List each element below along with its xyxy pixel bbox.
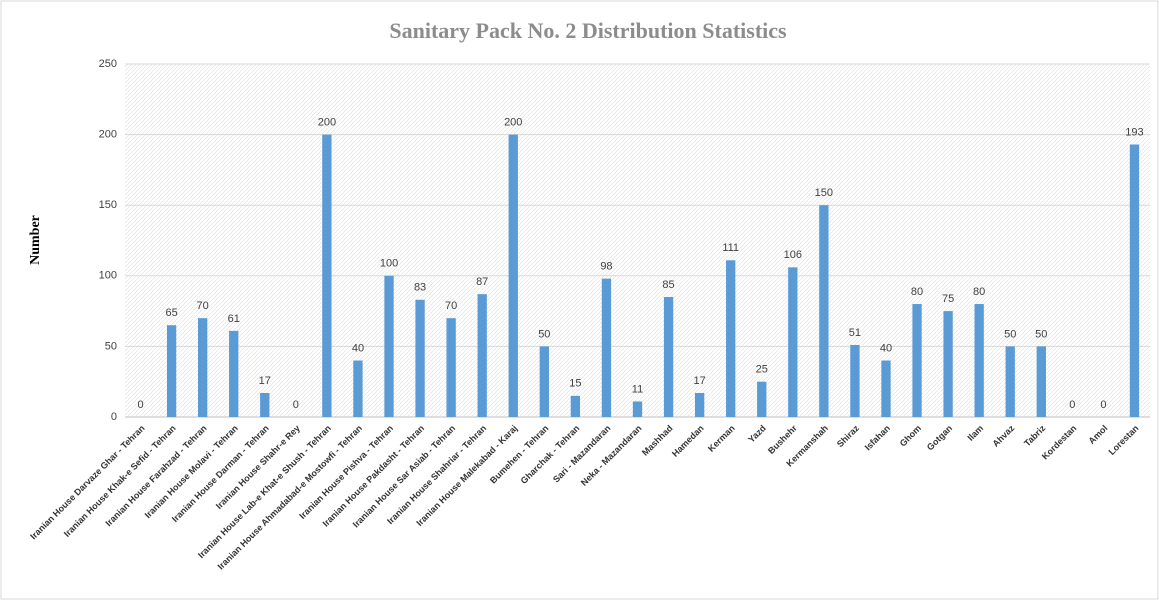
bar — [322, 134, 332, 417]
data-label: 87 — [476, 276, 488, 288]
bar — [757, 381, 767, 417]
y-axis-label: Number — [28, 215, 43, 265]
data-label: 25 — [756, 364, 768, 376]
data-label: 50 — [1035, 328, 1047, 340]
data-label: 0 — [1069, 399, 1075, 411]
data-label: 15 — [569, 378, 581, 390]
y-tick-label: 200 — [99, 129, 117, 141]
bar — [570, 395, 581, 417]
data-label: 0 — [137, 399, 143, 411]
data-label: 106 — [784, 249, 802, 261]
data-label: 51 — [849, 327, 861, 339]
bar — [632, 401, 643, 417]
data-label: 0 — [1100, 399, 1106, 411]
bar — [353, 360, 363, 417]
data-label: 17 — [259, 375, 271, 387]
bar — [1036, 346, 1046, 417]
bar — [601, 278, 612, 417]
chart-title: Sanitary Pack No. 2 Distribution Statist… — [389, 18, 787, 43]
data-label: 85 — [662, 279, 674, 291]
y-tick-label: 50 — [105, 340, 117, 352]
y-tick-label: 0 — [111, 411, 117, 423]
data-label: 150 — [815, 187, 833, 199]
data-label: 0 — [293, 399, 299, 411]
data-label: 80 — [911, 286, 923, 298]
data-label: 193 — [1125, 126, 1143, 138]
bar — [384, 275, 394, 417]
y-tick-label: 250 — [99, 58, 117, 70]
data-label: 61 — [228, 313, 240, 325]
data-label: 50 — [538, 328, 550, 340]
bar — [912, 304, 922, 417]
bar — [446, 318, 456, 417]
bar — [819, 205, 829, 417]
y-tick-label: 150 — [99, 199, 117, 211]
bar — [663, 296, 674, 417]
data-label: 11 — [632, 383, 643, 395]
data-label: 75 — [942, 293, 954, 305]
data-label: 70 — [197, 300, 209, 312]
bar — [788, 267, 798, 417]
bar — [850, 344, 860, 417]
bar — [694, 392, 705, 417]
bar — [881, 360, 891, 417]
data-label: 111 — [722, 242, 739, 254]
data-label: 98 — [600, 261, 612, 273]
bar — [260, 392, 270, 417]
bar — [943, 311, 953, 417]
data-label: 83 — [414, 282, 426, 294]
bar — [229, 330, 239, 417]
data-label: 70 — [445, 300, 457, 312]
plot-area — [125, 64, 1150, 417]
bar — [415, 299, 425, 417]
bar — [1005, 346, 1015, 417]
bar — [539, 346, 549, 417]
bar — [974, 304, 984, 417]
data-label: 65 — [165, 307, 177, 319]
data-label: 80 — [973, 286, 985, 298]
bar — [197, 318, 208, 417]
data-label: 100 — [380, 258, 398, 270]
data-label: 40 — [880, 342, 892, 354]
bar — [726, 260, 736, 417]
y-tick-label: 100 — [99, 270, 117, 282]
data-label: 200 — [504, 117, 522, 129]
data-label: 200 — [318, 117, 336, 129]
data-label: 50 — [1004, 328, 1016, 340]
data-label: 17 — [693, 375, 705, 387]
data-label: 40 — [352, 342, 364, 354]
bar — [508, 134, 518, 417]
bar — [166, 325, 177, 417]
bar — [1129, 144, 1140, 417]
bar — [477, 294, 487, 417]
